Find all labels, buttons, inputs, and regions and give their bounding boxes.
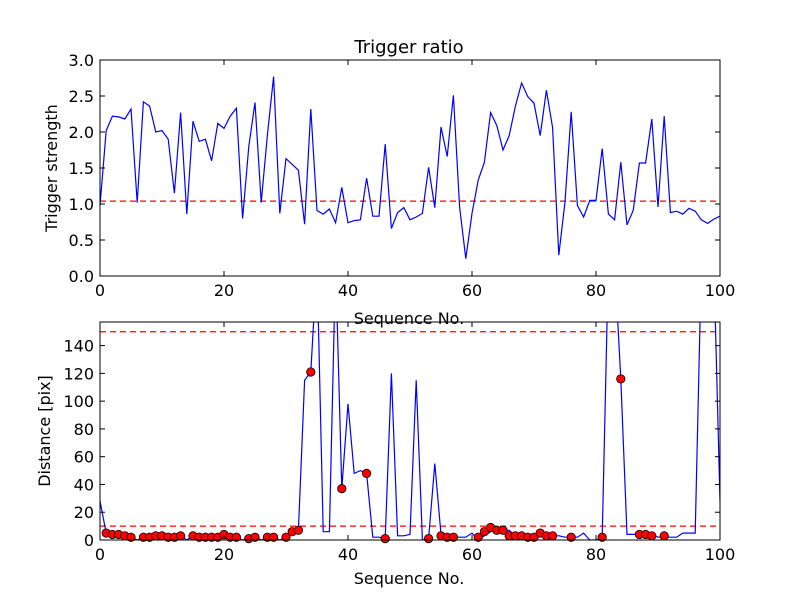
x-tick-label: 100 — [705, 545, 736, 564]
x-axis-label: Sequence No. — [354, 309, 465, 328]
y-tick-label: 3.0 — [69, 51, 94, 70]
chart-trigger-ratio: Trigger ratio 0 20 40 60 80 100 0.0 0.5 1.0 1.5 2.… — [42, 37, 735, 328]
x-axis-label: Sequence No. — [354, 569, 465, 588]
x-tick-label: 40 — [338, 281, 358, 300]
y-axis-label: Distance [pix] — [35, 375, 54, 487]
y-tick-label: 20 — [74, 503, 94, 522]
x-tick-label: 20 — [214, 545, 234, 564]
chart-title: Trigger ratio — [353, 37, 463, 58]
data-point — [176, 531, 186, 541]
data-point — [126, 532, 136, 542]
axes-layer: 0 20 40 60 80 100 0.0 0.5 1.0 1.5 2.0 2.5 3.0 — [69, 51, 736, 300]
x-tick-label: 40 — [338, 545, 358, 564]
data-point — [659, 531, 669, 541]
y-tick-label: 60 — [74, 448, 94, 467]
y-tick-label: 0 — [84, 531, 94, 550]
data-point — [597, 532, 607, 542]
data-point — [231, 532, 241, 542]
x-tick-label: 60 — [462, 545, 482, 564]
y-tick-label: 1.5 — [69, 159, 94, 178]
series-layer — [100, 76, 720, 259]
data-point — [268, 532, 279, 542]
data-point — [380, 534, 390, 544]
data-point — [293, 525, 303, 535]
data-point — [566, 532, 576, 542]
marker-layer — [101, 367, 669, 544]
x-tick-label: 80 — [586, 545, 606, 564]
x-tick-label: 0 — [95, 545, 105, 564]
y-tick-label: 100 — [63, 392, 94, 411]
data-point — [281, 532, 291, 542]
data-point — [498, 525, 508, 535]
data-point — [547, 531, 558, 541]
series-line — [100, 76, 720, 259]
x-tick-label: 60 — [462, 281, 482, 300]
data-point — [250, 532, 260, 542]
y-axis-label: Trigger strength — [42, 104, 61, 233]
y-tick-label: 2.0 — [69, 123, 94, 142]
data-point — [306, 367, 316, 377]
data-point — [361, 468, 372, 478]
y-tick-label: 0.0 — [69, 267, 94, 286]
data-point — [337, 484, 347, 494]
axes-layer: 0 20 40 60 80 100 0 20 40 60 80 100 120 140 — [63, 322, 735, 564]
data-point — [423, 534, 434, 544]
data-point — [616, 374, 626, 384]
plot-frame — [99, 321, 721, 541]
y-tick-label: 120 — [63, 364, 94, 383]
x-tick-label: 100 — [705, 281, 736, 300]
x-tick-label: 20 — [214, 281, 234, 300]
chart-distance: 0 20 40 60 80 100 0 20 40 60 80 100 120 140 Sequence … — [35, 321, 735, 588]
y-tick-label: 0.5 — [69, 231, 94, 250]
y-tick-label: 1.0 — [69, 195, 94, 214]
data-point — [647, 531, 657, 541]
y-tick-label: 40 — [74, 475, 94, 494]
y-tick-label: 2.5 — [69, 87, 94, 106]
x-tick-label: 0 — [95, 281, 105, 300]
y-tick-label: 80 — [74, 420, 94, 439]
y-tick-label: 140 — [63, 337, 94, 356]
data-point — [473, 532, 483, 542]
data-point — [448, 532, 458, 542]
x-tick-label: 80 — [586, 281, 606, 300]
